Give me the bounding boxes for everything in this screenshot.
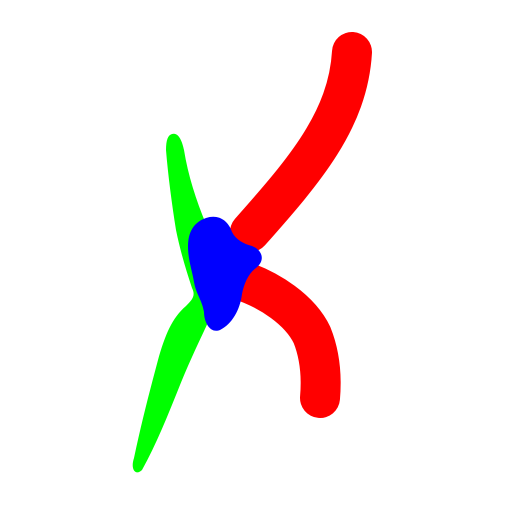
blue-blob [188,216,262,331]
red-stroke-upper [230,32,372,252]
green-stroke [132,133,213,473]
red-stroke-lower [220,260,341,418]
